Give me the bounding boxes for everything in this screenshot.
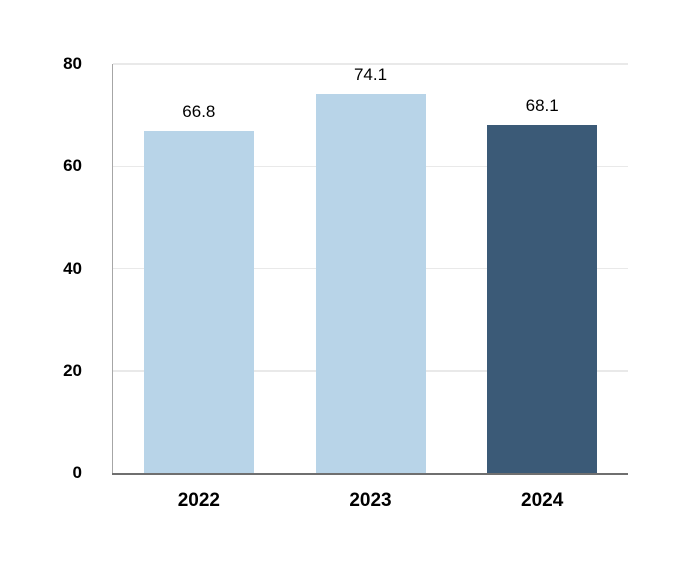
y-tick-label: 20: [63, 360, 82, 380]
y-tick-label: 40: [63, 258, 82, 278]
y-axis-line: [111, 64, 113, 473]
y-tick-label: 0: [72, 463, 82, 482]
x-tick-label: 2023: [349, 490, 392, 511]
bar-2022: [143, 131, 254, 473]
x-tick-label: 2024: [521, 490, 564, 511]
bar-value-label: 68.1: [525, 95, 559, 115]
bar-2023: [315, 94, 426, 473]
x-tick-label: 2022: [177, 490, 220, 511]
y-tick-label: 80: [63, 54, 82, 73]
bar-value-label: 66.8: [182, 102, 216, 122]
x-axis-line: [111, 472, 628, 475]
y-tick-label: 60: [63, 156, 82, 176]
bar-value-label: 74.1: [353, 65, 388, 85]
bar-2024: [487, 124, 598, 473]
